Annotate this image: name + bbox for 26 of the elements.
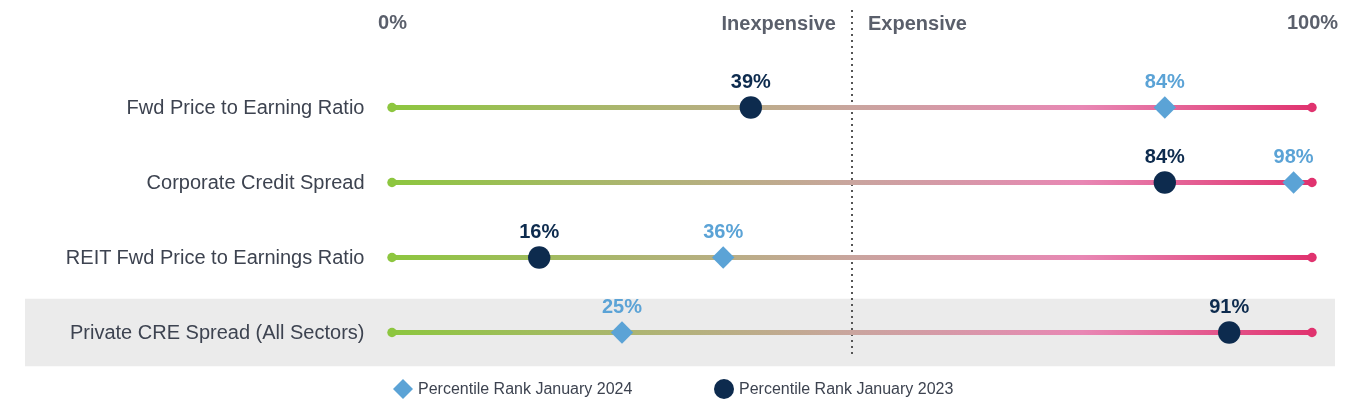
data-label: 25% <box>601 294 643 317</box>
legend-label: Percentile Rank January 2023 <box>739 380 954 397</box>
point <box>1153 171 1176 194</box>
annotation: Inexpensive <box>721 12 836 34</box>
point <box>1282 171 1305 194</box>
y-tick-label: Private CRE Spread (All Sectors) <box>69 320 365 343</box>
y-tick-label: Corporate Credit Spread <box>146 170 365 193</box>
data-label: 84% <box>1144 144 1186 167</box>
point <box>739 96 762 119</box>
y-tick-label: REIT Fwd Price to Earnings Ratio <box>65 245 365 268</box>
data-label: 91% <box>1209 294 1250 317</box>
data-label: 16% <box>519 219 560 242</box>
x-tick-label: 100% <box>1286 10 1339 33</box>
point <box>528 246 551 269</box>
point <box>610 321 634 344</box>
legend-label: Percentile Rank January 2024 <box>418 380 633 397</box>
point <box>1218 321 1241 344</box>
x-tick-label: 0% <box>378 10 408 33</box>
data-label: 84% <box>1144 69 1186 92</box>
data-label: 36% <box>703 219 744 242</box>
point <box>712 246 735 269</box>
annotation: Expensive <box>868 12 967 34</box>
y-tick-label: Fwd Price to Earning Ratio <box>126 95 365 118</box>
point <box>1153 96 1176 119</box>
data-label: 39% <box>730 69 772 92</box>
data-label: 98% <box>1273 144 1314 167</box>
